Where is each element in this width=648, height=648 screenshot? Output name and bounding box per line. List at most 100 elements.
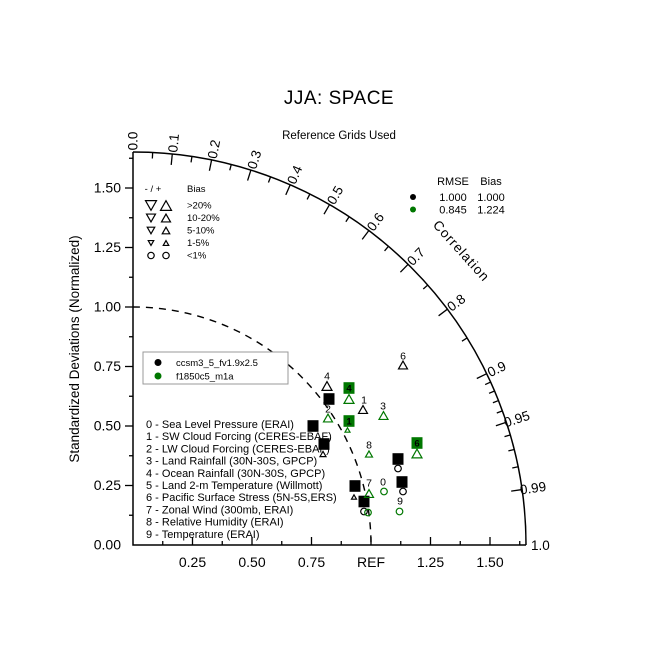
y-axis-tick-label: 1.00 <box>94 299 121 315</box>
marker-label: 7 <box>352 482 357 493</box>
marker-label-box <box>343 382 355 394</box>
marker-label-box <box>396 476 408 488</box>
bias-legend-sign-header: - / + <box>145 184 162 195</box>
variable-key-item: 6 - Pacific Surface Stress (5N-5S,ERS) <box>146 492 337 504</box>
x-axis-tick-label: REF <box>357 554 385 570</box>
correlation-major-tick <box>323 204 331 215</box>
correlation-major-tick <box>361 230 370 240</box>
model-legend-box <box>142 351 289 385</box>
correlation-major-tick <box>246 169 252 181</box>
marker-label-box <box>323 393 335 405</box>
marker-label: 1 <box>361 395 367 407</box>
marker-label: 9 <box>397 496 403 508</box>
correlation-minor-tick <box>267 176 272 183</box>
model-legend: ccsm3_5_fv1.9x2.5 f1850c5_m1a <box>142 351 289 385</box>
correlation-minor-tick <box>488 390 495 394</box>
y-axis-tick-label: 0.50 <box>94 418 121 434</box>
model-2-rmse: 0.845 <box>439 205 467 217</box>
marker-label: 8 <box>366 440 372 452</box>
correlation-minor-tick <box>484 381 491 386</box>
correlation-tick-label: 1.0 <box>531 538 550 553</box>
y-axis-tick-label: 1.25 <box>94 239 121 255</box>
correlation-tick-label: 0.99 <box>519 479 547 498</box>
bias-legend-row-label: 1-5% <box>187 238 210 249</box>
model-1-bias: 1.000 <box>477 192 505 204</box>
variable-key-item: 7 - Zonal Wind (300mb, ERAI) <box>146 504 293 516</box>
y-axis-tick-label: 0.00 <box>94 537 121 553</box>
axis-frame <box>132 152 526 546</box>
marker-bias-triangle-icon <box>364 449 374 458</box>
marker-label-box <box>411 437 423 449</box>
variable-key-item: 9 - Temperature (ERAI) <box>146 529 260 541</box>
correlation-minor-tick <box>512 466 519 469</box>
chart-subtitle: Reference Grids Used <box>282 130 396 142</box>
model-1-dot <box>410 194 416 200</box>
variable-key-item: 3 - Land Rainfall (30N-30S, GPCP) <box>146 456 317 468</box>
correlation-tick-label: 0.3 <box>244 148 264 170</box>
correlation-major-tick <box>285 184 291 196</box>
correlation-tick-label: 0.0 <box>126 132 141 151</box>
correlation-major-tick <box>208 159 213 171</box>
correlation-major-tick <box>495 421 507 427</box>
bias-legend-down-triangle-icon <box>146 226 156 236</box>
marker-label: 3 <box>310 422 315 433</box>
marker-bias-circle-icon <box>399 487 407 496</box>
correlation-major-tick <box>170 153 173 165</box>
correlation-minor-tick <box>229 164 232 171</box>
model-2-dot <box>410 206 416 213</box>
page-title: JJA: SPACE <box>284 88 394 109</box>
marker-bias-triangle-icon <box>357 404 369 415</box>
marker-label-box <box>392 453 404 465</box>
correlation-axis-title: Correlation <box>430 217 493 284</box>
correlation-arc <box>132 151 527 546</box>
correlation-tick-label: 0.2 <box>205 139 223 160</box>
marker-label: 5 <box>361 497 367 508</box>
correlation-major-tick <box>511 488 523 492</box>
rmse-header: RMSE <box>437 176 469 188</box>
marker-label: 0 <box>380 477 386 489</box>
correlation-minor-tick <box>190 156 193 163</box>
correlation-major-tick <box>476 373 487 380</box>
marker-bias-triangle-icon <box>343 426 352 433</box>
correlation-tick-label: 0.95 <box>502 408 532 430</box>
bias-symbol-legend: - / + Bias >20%10-20% 5-10%1-5% <1% <box>144 184 220 262</box>
marker-label-box <box>358 495 370 508</box>
correlation-tick-label: 0.4 <box>284 163 305 187</box>
x-axis-tick-label: 1.50 <box>476 554 503 570</box>
model-2-legend-dot <box>154 372 162 380</box>
marker-label-box <box>343 415 355 427</box>
bias-legend-down-triangle-icon <box>145 213 157 224</box>
model-1-legend-dot <box>154 359 162 366</box>
marker-label: 6 <box>414 439 419 450</box>
y-axis-tick-label: 0.25 <box>94 477 121 493</box>
marker-label: 8 <box>321 440 326 451</box>
marker-bias-triangle-icon <box>363 488 375 499</box>
variable-key-item: 0 - Sea Level Pressure (ERAI) <box>146 419 294 431</box>
x-axis-tick-label: 0.25 <box>179 554 206 570</box>
marker-label: 4 <box>346 384 352 395</box>
correlation-tick-label: 0.9 <box>485 358 508 380</box>
marker-label: 9 <box>399 478 404 489</box>
correlation-minor-tick <box>384 245 389 252</box>
marker-bias-triangle-icon <box>320 380 334 391</box>
marker-label: 7 <box>366 478 372 490</box>
y-axis-tick-label: 1.50 <box>94 180 121 196</box>
marker-bias-circle-icon <box>395 507 404 516</box>
correlation-minor-tick <box>508 448 515 452</box>
marker-label-box <box>349 480 361 492</box>
y-axis-title: Standardized Deviations (Normalized) <box>67 235 82 462</box>
variable-key-item: 1 - SW Cloud Forcing (CERES-EBAF) <box>146 431 332 443</box>
variable-key-item: 4 - Ocean Rainfall (30N-30S, GPCP) <box>146 468 325 480</box>
bias-legend-rows: >20%10-20% 5-10%1-5% <1% <box>144 199 220 262</box>
marker-label: 3 <box>380 401 386 413</box>
correlation-minor-tick <box>492 399 499 404</box>
correlation-minor-tick <box>422 284 429 290</box>
y-axis-tick-label: 0.75 <box>94 358 121 374</box>
x-axis-tick-label: 1.25 <box>417 554 444 570</box>
model-2-name: f1850c5_m1a <box>176 372 234 383</box>
bias-legend-row-label: 10-20% <box>187 213 220 224</box>
model-2-bias: 1.224 <box>477 205 505 217</box>
correlation-tick-label: 0.1 <box>165 133 182 153</box>
marker-bias-circle-icon <box>380 487 388 496</box>
